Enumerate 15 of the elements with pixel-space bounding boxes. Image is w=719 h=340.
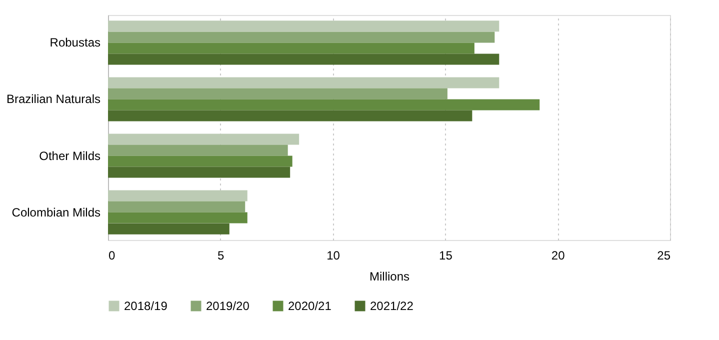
x-tick-label: 20 [551, 248, 566, 262]
x-tick-label: 25 [657, 248, 671, 262]
legend-label: 2021/22 [370, 299, 414, 313]
y-tick-label: Robustas [50, 36, 100, 50]
y-tick-label: Other Milds [39, 148, 100, 163]
y-tick-label: Colombian Milds [12, 205, 100, 220]
x-tick-label: 10 [326, 248, 340, 262]
legend-label: 2020/21 [288, 299, 332, 313]
x-axis-title: Millions [369, 270, 410, 284]
x-tick-label: 0 [108, 248, 116, 262]
legend-label: 2019/20 [206, 299, 250, 313]
y-tick-label: Brazilian Naturals [6, 92, 100, 106]
x-tick-label: 15 [439, 248, 453, 262]
x-tick-label: 5 [218, 248, 225, 262]
legend-label: 2018/19 [124, 299, 168, 313]
